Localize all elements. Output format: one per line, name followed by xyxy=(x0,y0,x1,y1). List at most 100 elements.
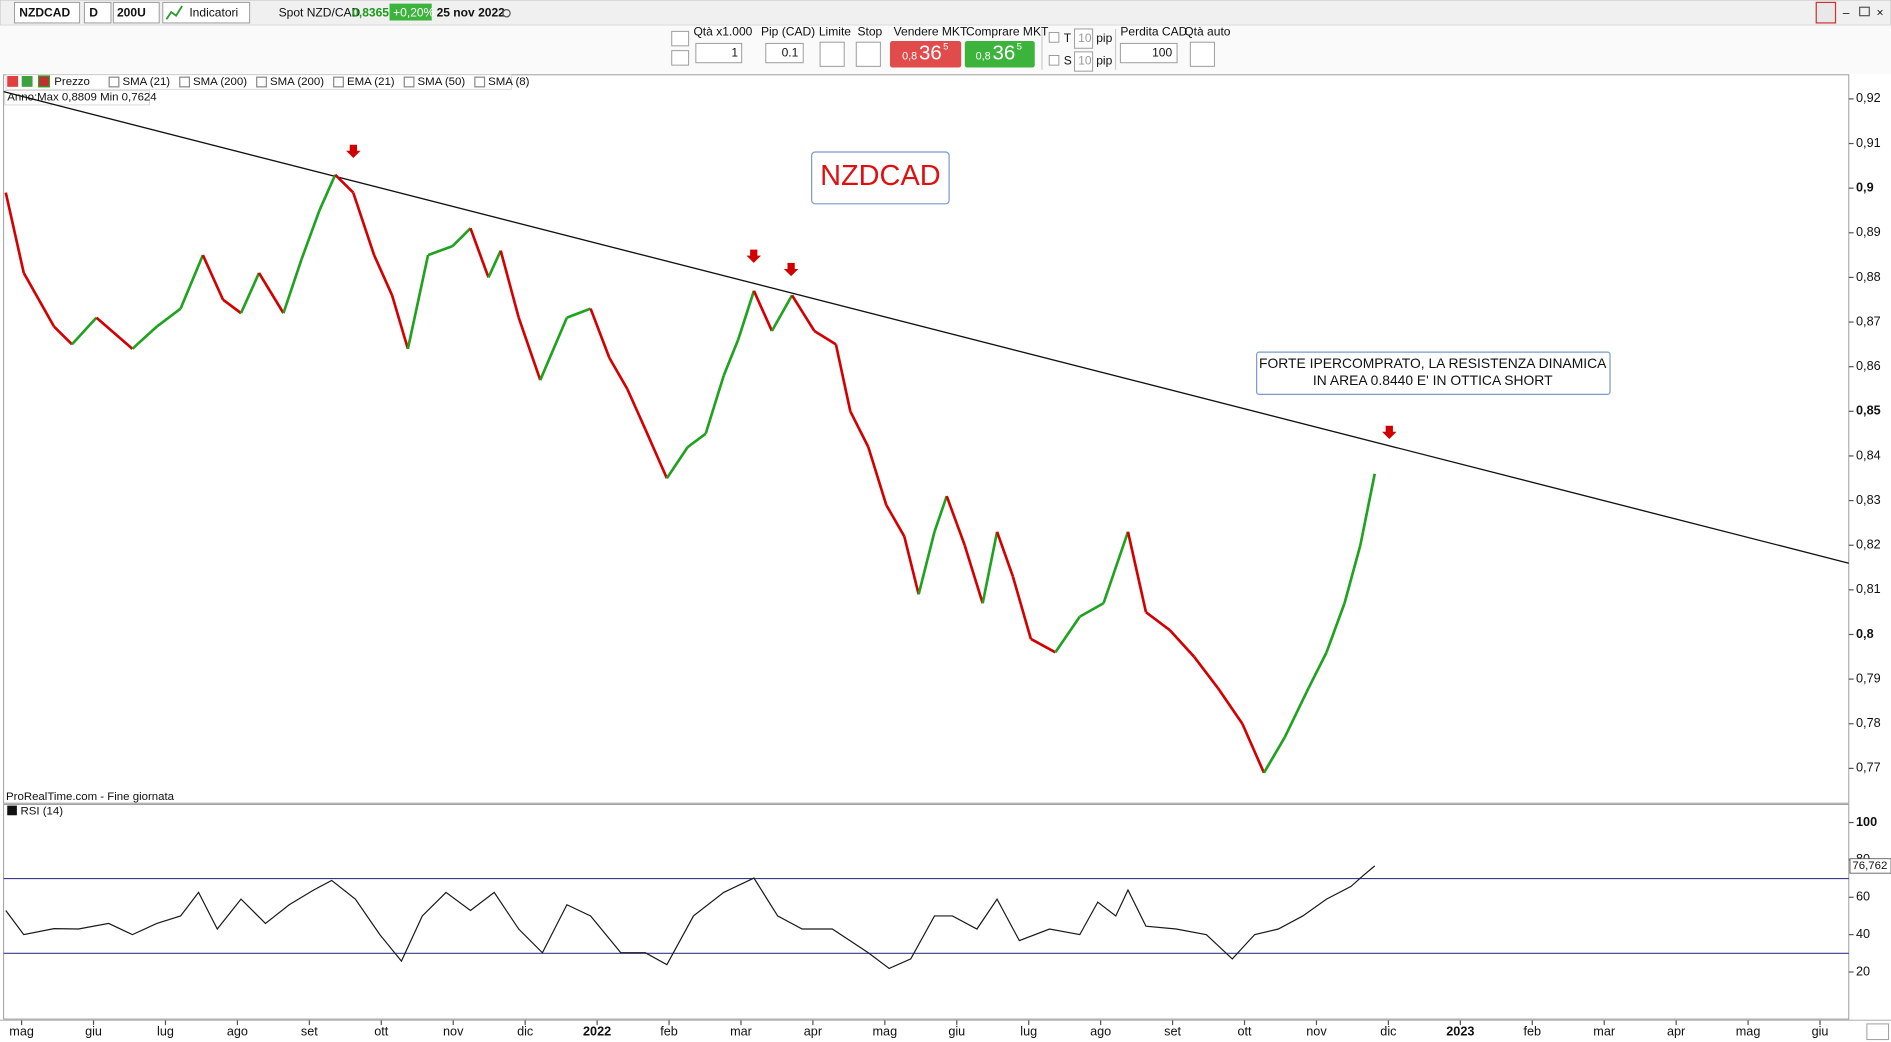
price-segment xyxy=(318,174,337,212)
price-segment xyxy=(95,316,134,350)
units: 200U xyxy=(117,5,146,19)
price-segment xyxy=(917,531,936,595)
price-segment xyxy=(334,173,355,194)
arrow xyxy=(746,249,761,263)
price-segment xyxy=(282,259,303,314)
change-badge xyxy=(389,3,432,21)
loss-input[interactable] xyxy=(1119,42,1178,64)
symbol-annotation: NZDCAD xyxy=(820,160,941,192)
auto-qty-button[interactable] xyxy=(1189,41,1215,67)
pip: 0.1 xyxy=(782,45,799,59)
x-tick-label: ott xyxy=(374,1025,389,1039)
indicator-name: SMA (50) xyxy=(418,76,466,88)
stop-button[interactable] xyxy=(855,41,881,67)
limit-label: Limite xyxy=(819,25,851,39)
price-segment xyxy=(945,495,966,546)
symbol-select[interactable] xyxy=(13,1,81,24)
y-tick-label: 0,81 xyxy=(1856,582,1881,596)
price: 0,8365 xyxy=(352,5,389,19)
x-tick-label: lug xyxy=(157,1025,174,1039)
qty-label: Qtà x1.000 xyxy=(693,25,752,39)
y-tick-label: 0,86 xyxy=(1856,359,1881,373)
add-icon[interactable] xyxy=(21,75,33,87)
indicator-name: SMA (21) xyxy=(122,76,170,88)
t-label: T xyxy=(1064,31,1072,45)
timeframe-select[interactable] xyxy=(83,1,112,24)
indicator-checkbox[interactable] xyxy=(333,76,344,88)
buy-label: Comprare MKT xyxy=(966,25,1049,39)
indicators-label: Indicatori xyxy=(189,5,238,19)
rsi-color xyxy=(7,805,17,816)
x-tick-label: mag xyxy=(9,1025,34,1039)
add-icon[interactable] xyxy=(7,75,19,87)
indicators-icon xyxy=(165,5,183,20)
indicator-checkbox[interactable] xyxy=(108,76,120,88)
price-color xyxy=(37,75,51,88)
auto-qty-label: Qtà auto xyxy=(1184,25,1231,39)
minimize[interactable]: – xyxy=(1843,5,1850,19)
pip-input[interactable] xyxy=(765,42,804,64)
y-tick-label: 0,9 xyxy=(1856,180,1874,194)
indicators-button[interactable] xyxy=(162,1,251,24)
x-tick-label: mar xyxy=(730,1025,752,1039)
price-segment xyxy=(1126,531,1148,613)
y-tick-label: 40 xyxy=(1856,927,1870,941)
restore[interactable] xyxy=(1859,6,1870,17)
x-tick-label: dic xyxy=(1380,1025,1396,1039)
price-segment xyxy=(451,227,472,248)
instrument: Spot NZD/CAD xyxy=(279,5,361,19)
indicator-checkbox[interactable] xyxy=(179,76,191,88)
price-segment xyxy=(179,254,205,310)
indicator-checkbox[interactable] xyxy=(256,76,267,88)
t-input[interactable] xyxy=(1074,28,1094,49)
indicator-name: SMA (8) xyxy=(488,76,530,88)
sell-button[interactable] xyxy=(890,41,962,68)
s-input[interactable] xyxy=(1074,51,1094,72)
price-segment xyxy=(469,227,490,278)
top-bar xyxy=(0,0,1891,26)
comment-box xyxy=(1256,351,1611,395)
price-segment xyxy=(131,325,158,350)
indicator-checkbox[interactable] xyxy=(474,76,486,88)
y-tick-label: 0,88 xyxy=(1856,270,1881,284)
sell-price-big: 0,8 xyxy=(902,51,917,63)
indicator-checkbox[interactable] xyxy=(403,76,415,88)
qty-input[interactable] xyxy=(695,42,743,64)
x-tick-label: ott xyxy=(1237,1025,1252,1039)
y-tick-label: 0,87 xyxy=(1856,314,1881,328)
price-segment xyxy=(885,504,906,537)
x-tick-label: mag xyxy=(1736,1025,1761,1039)
keypad-icon[interactable] xyxy=(671,50,690,66)
price-segment xyxy=(1343,544,1362,604)
scroll-button[interactable] xyxy=(1866,1023,1890,1041)
price-segment xyxy=(867,446,888,506)
price-segment xyxy=(239,272,261,314)
price-segment xyxy=(1011,576,1033,640)
price-segment xyxy=(1168,629,1196,658)
x-tick-label: set xyxy=(1164,1025,1181,1039)
timeframe: D xyxy=(89,5,98,19)
settings-icon[interactable] xyxy=(671,30,690,47)
indicator-name: Prezzo xyxy=(54,76,90,88)
price-segment xyxy=(1193,656,1219,689)
buy-button[interactable] xyxy=(964,41,1035,68)
sync-button[interactable] xyxy=(1815,1,1837,24)
x-tick-label: ago xyxy=(227,1025,248,1039)
price-segment xyxy=(4,192,26,274)
sell-price-pips: 36 xyxy=(919,42,942,65)
close[interactable]: × xyxy=(1877,5,1884,19)
price-segment xyxy=(222,298,242,315)
units-select[interactable] xyxy=(112,1,160,24)
arrows xyxy=(346,144,1397,439)
s-checkbox[interactable] xyxy=(1048,55,1060,66)
source: ProRealTime.com - Fine giornata xyxy=(6,791,175,803)
arrow xyxy=(783,262,799,277)
limit-button[interactable] xyxy=(819,41,845,67)
y-tick-label: 0,8 xyxy=(1856,627,1874,641)
range-info: Anno:Max 0,8809 Min 0,7624 xyxy=(7,92,157,104)
x-tick-label: mag xyxy=(873,1025,898,1039)
price-segment xyxy=(1283,687,1310,738)
t-checkbox[interactable] xyxy=(1048,32,1060,43)
price-segment xyxy=(201,254,225,301)
x-tick-label: 2023 xyxy=(1446,1025,1474,1039)
